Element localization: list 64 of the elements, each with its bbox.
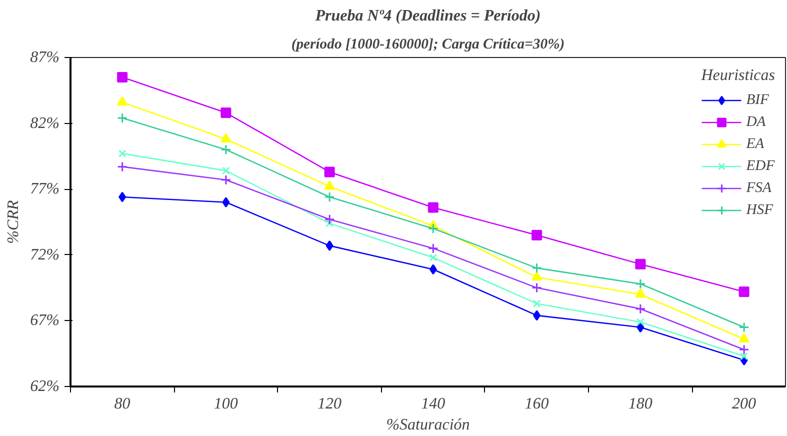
x-tick-label: 80	[114, 396, 130, 412]
point	[220, 144, 232, 155]
point	[532, 282, 542, 294]
legend-label: BIF	[746, 92, 770, 108]
point	[635, 278, 646, 290]
point	[220, 108, 232, 118]
x-tick-label: 200	[732, 396, 756, 412]
y-tick-label: 67%	[30, 312, 60, 330]
point	[635, 304, 646, 314]
point	[635, 288, 646, 298]
legend-label: FSA	[746, 180, 772, 196]
point	[220, 133, 232, 142]
x-tick-label: 120	[318, 396, 342, 412]
point	[324, 214, 335, 225]
point	[740, 352, 748, 360]
point	[738, 286, 750, 297]
legend-label: DA	[746, 114, 766, 130]
point	[636, 318, 644, 326]
point	[738, 344, 750, 355]
point	[324, 192, 335, 202]
point	[220, 174, 232, 186]
point	[222, 197, 230, 208]
y-tick-label: 62%	[30, 378, 60, 395]
x-tick-label: 140	[421, 396, 446, 412]
point	[738, 322, 750, 333]
point	[532, 300, 541, 308]
point	[428, 202, 438, 213]
legend-label: HSF	[746, 202, 774, 218]
point	[117, 161, 128, 172]
point	[117, 72, 128, 82]
point	[324, 166, 335, 178]
point	[428, 223, 438, 234]
point	[636, 322, 644, 333]
point	[533, 310, 541, 321]
point	[429, 254, 438, 262]
point	[532, 230, 542, 240]
y-axis-title: %CRR	[5, 200, 22, 244]
y-tick-label: 72%	[30, 246, 60, 264]
legend-label: EDF	[746, 158, 775, 174]
legend-label: EA	[746, 136, 766, 152]
point	[532, 271, 542, 281]
point	[635, 258, 646, 270]
point	[429, 264, 437, 275]
point	[532, 262, 542, 274]
point	[428, 243, 438, 254]
y-tick-label: 87%	[30, 49, 60, 66]
legend-title: Heuristicas	[701, 67, 775, 85]
x-tick-label: 180	[628, 396, 652, 412]
x-axis-title: %Saturación	[386, 416, 470, 434]
point	[118, 150, 126, 158]
y-tick-label: 77%	[30, 180, 60, 198]
point	[222, 166, 230, 175]
point	[118, 192, 126, 202]
x-tick-label: 100	[214, 396, 238, 412]
chart-title: Prueba Nº4 (Deadlines = Período)	[314, 8, 541, 24]
point	[324, 180, 335, 190]
point	[326, 240, 334, 251]
y-tick-label: 82%	[30, 114, 60, 132]
x-tick-label: 160	[524, 396, 549, 412]
point	[326, 219, 334, 228]
chart-subtitle: (período [1000-160000]; Carga Crítica=30%)	[291, 36, 565, 52]
point	[738, 333, 750, 342]
point	[117, 112, 128, 124]
point	[117, 96, 128, 106]
